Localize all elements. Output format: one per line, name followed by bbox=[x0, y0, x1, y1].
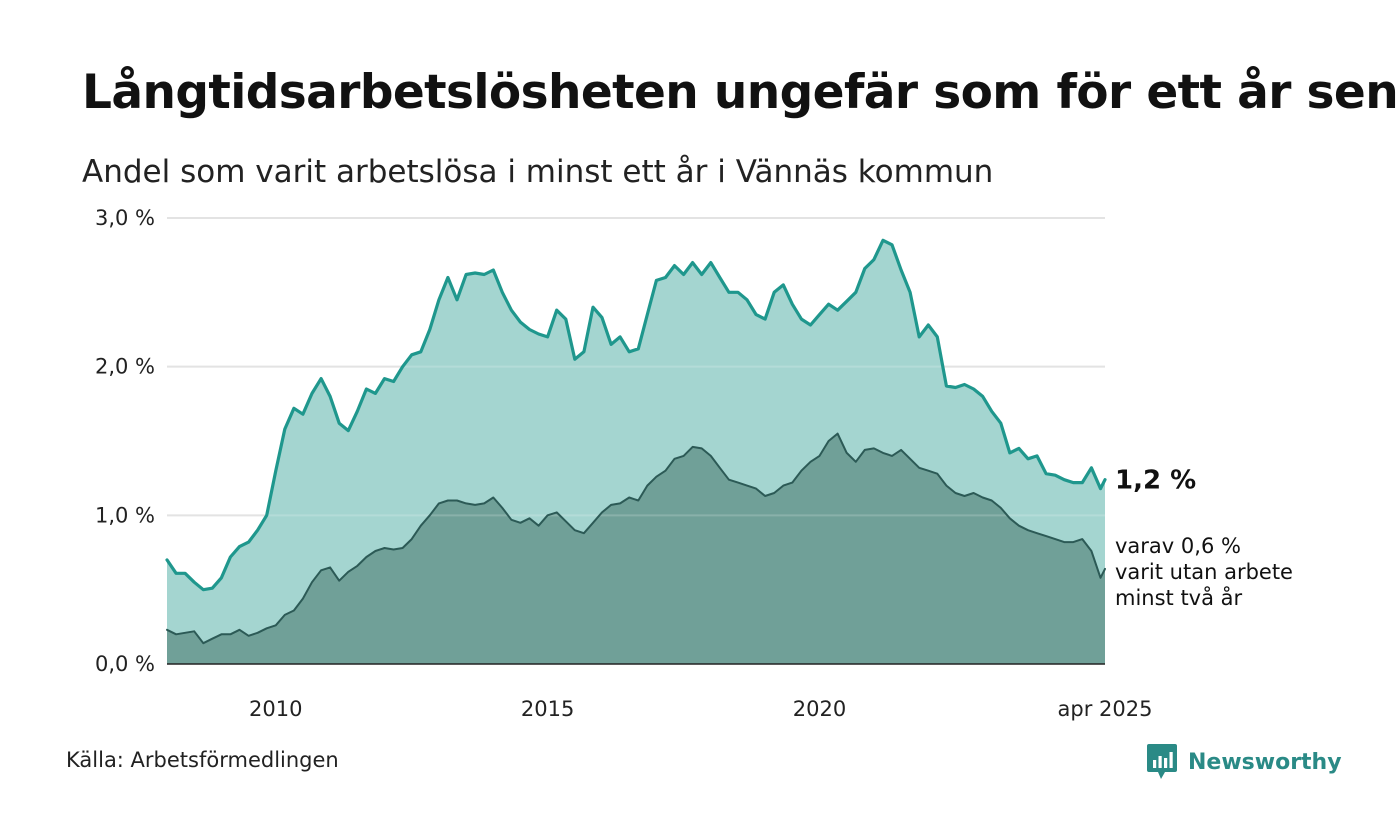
y-tick-label: 0,0 % bbox=[95, 652, 155, 676]
x-tick-label: 2015 bbox=[521, 697, 574, 721]
chart-subtitle: Andel som varit arbetslösa i minst ett å… bbox=[82, 154, 994, 190]
brand-logo-block: Newsworthy bbox=[1146, 742, 1342, 782]
chart-axes: 0,0 % 1,0 % 2,0 % 3,0 % 2010 2015 2020 apr 2025 bbox=[95, 206, 1153, 721]
x-tick-label: apr 2025 bbox=[1058, 697, 1153, 721]
x-tick-label: 2020 bbox=[793, 697, 846, 721]
newsworthy-logo-icon bbox=[1147, 744, 1177, 779]
sub-series-end-label-line: varit utan arbete bbox=[1115, 560, 1293, 584]
source-credit: Källa: Arbetsförmedlingen bbox=[66, 748, 339, 772]
brand-name: Newsworthy bbox=[1188, 749, 1342, 775]
main-series-end-label: 1,2 % bbox=[1115, 466, 1196, 496]
y-tick-label: 1,0 % bbox=[95, 503, 155, 527]
sub-series-line bbox=[166, 432, 1106, 645]
y-tick-label: 3,0 % bbox=[95, 206, 155, 230]
y-tick-label: 2,0 % bbox=[95, 355, 155, 379]
x-tick-label: 2010 bbox=[249, 697, 302, 721]
main-series-line bbox=[165, 238, 1107, 592]
chart-title: Långtidsarbetslösheten ungefär som för e… bbox=[82, 65, 1399, 120]
chart-areas bbox=[165, 217, 1107, 665]
sub-series-end-label-line: varav 0,6 % bbox=[1115, 534, 1241, 558]
sub-series-area bbox=[167, 433, 1105, 664]
sub-series-end-label-line: minst två år bbox=[1115, 585, 1243, 610]
